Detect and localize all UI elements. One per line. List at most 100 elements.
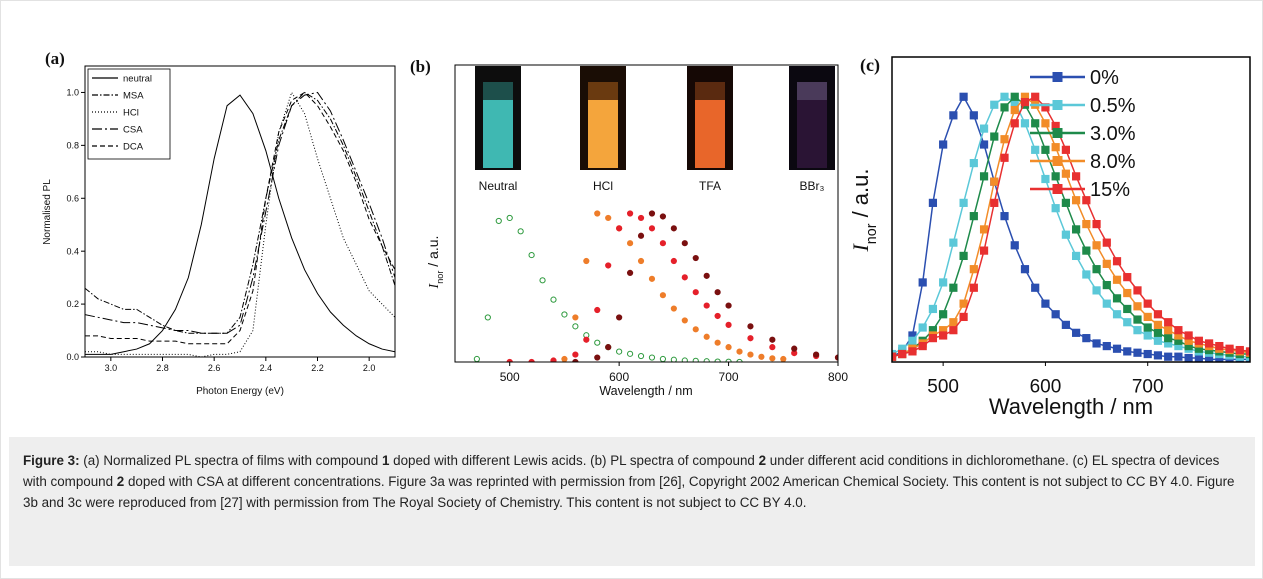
point	[1215, 341, 1224, 351]
point	[1082, 270, 1091, 279]
point	[572, 314, 579, 321]
point	[725, 344, 732, 351]
series-line	[892, 95, 1250, 361]
x-axis-label: Photon Energy (eV)	[196, 386, 284, 397]
point	[813, 351, 820, 358]
y-axis-label: Normalised PL	[42, 179, 53, 245]
x-tick-label: 600	[609, 370, 629, 384]
legend-marker	[1052, 184, 1063, 194]
y-axis-label-part: I	[848, 243, 873, 253]
point	[648, 354, 656, 361]
point	[769, 355, 776, 362]
y-tick-label: 0.6	[66, 193, 79, 203]
point	[561, 355, 568, 362]
y-axis-label-part: / a.u.	[425, 236, 441, 271]
axes-frame	[84, 65, 396, 358]
legend-label: 8.0%	[1090, 151, 1136, 173]
y-tick-label: 0.2	[66, 299, 79, 309]
point	[928, 334, 938, 343]
point	[637, 232, 645, 239]
point	[1000, 92, 1009, 101]
point	[594, 339, 601, 346]
legend-box	[87, 68, 171, 160]
point	[1041, 174, 1050, 184]
axes-frame	[454, 64, 839, 363]
point	[1092, 265, 1101, 274]
caption-text: doped with CSA at different concentratio…	[23, 474, 1235, 510]
panel-label: (c)	[860, 55, 880, 76]
point	[1225, 344, 1234, 353]
series-line	[85, 91, 395, 345]
point	[714, 339, 721, 346]
point	[1031, 92, 1040, 101]
compound-number: 2	[758, 453, 767, 468]
point	[605, 262, 612, 269]
point	[1153, 310, 1163, 319]
point	[1164, 334, 1173, 343]
point	[1235, 345, 1244, 355]
point	[1174, 326, 1183, 335]
point	[1133, 315, 1142, 324]
point	[659, 240, 667, 247]
point	[1010, 105, 1019, 115]
point	[1184, 331, 1193, 340]
point	[758, 353, 765, 360]
point	[1031, 283, 1040, 292]
point	[990, 132, 999, 141]
point	[990, 198, 999, 207]
x-tick-label: 500	[927, 377, 959, 398]
x-tick-label: 2.8	[156, 363, 169, 373]
series-line	[85, 91, 395, 334]
point	[1061, 169, 1070, 178]
point	[1143, 323, 1152, 332]
point	[725, 321, 732, 328]
photo-label: BBr₃	[800, 179, 825, 193]
point	[1143, 349, 1152, 359]
point	[1000, 212, 1009, 221]
point	[1072, 328, 1081, 337]
point	[1123, 273, 1132, 282]
point	[1020, 97, 1030, 107]
point	[918, 278, 927, 287]
point	[1102, 280, 1111, 290]
point	[769, 336, 776, 343]
point	[959, 312, 968, 322]
y-axis-label-part: nor	[435, 271, 445, 284]
point	[979, 140, 989, 149]
point	[594, 354, 601, 361]
point	[1072, 172, 1081, 181]
point	[594, 306, 601, 314]
point	[550, 357, 557, 362]
point	[959, 198, 968, 207]
panel-label: (b)	[410, 57, 431, 76]
point	[1133, 286, 1142, 295]
point	[1041, 299, 1050, 308]
point	[1112, 344, 1122, 353]
point	[626, 240, 634, 247]
point	[928, 304, 938, 314]
point	[1061, 198, 1070, 207]
point	[959, 251, 968, 261]
point	[747, 351, 754, 358]
point	[1164, 326, 1173, 335]
point	[626, 350, 634, 357]
point	[1092, 241, 1101, 250]
point	[969, 283, 978, 292]
cuvette-cap	[695, 82, 725, 100]
y-tick-label: 1.0	[66, 88, 79, 98]
point	[1123, 347, 1132, 356]
point	[561, 311, 568, 318]
point	[670, 225, 677, 232]
point	[1102, 341, 1111, 351]
point	[918, 341, 927, 351]
point	[1194, 353, 1203, 362]
point	[1174, 352, 1183, 361]
point	[1112, 294, 1122, 303]
point	[969, 111, 978, 120]
x-tick-label: 500	[500, 370, 520, 384]
point	[1112, 310, 1122, 319]
photo-label: Neutral	[479, 179, 518, 193]
point	[979, 246, 989, 255]
point	[605, 344, 612, 351]
panel-label: (a)	[45, 49, 65, 68]
